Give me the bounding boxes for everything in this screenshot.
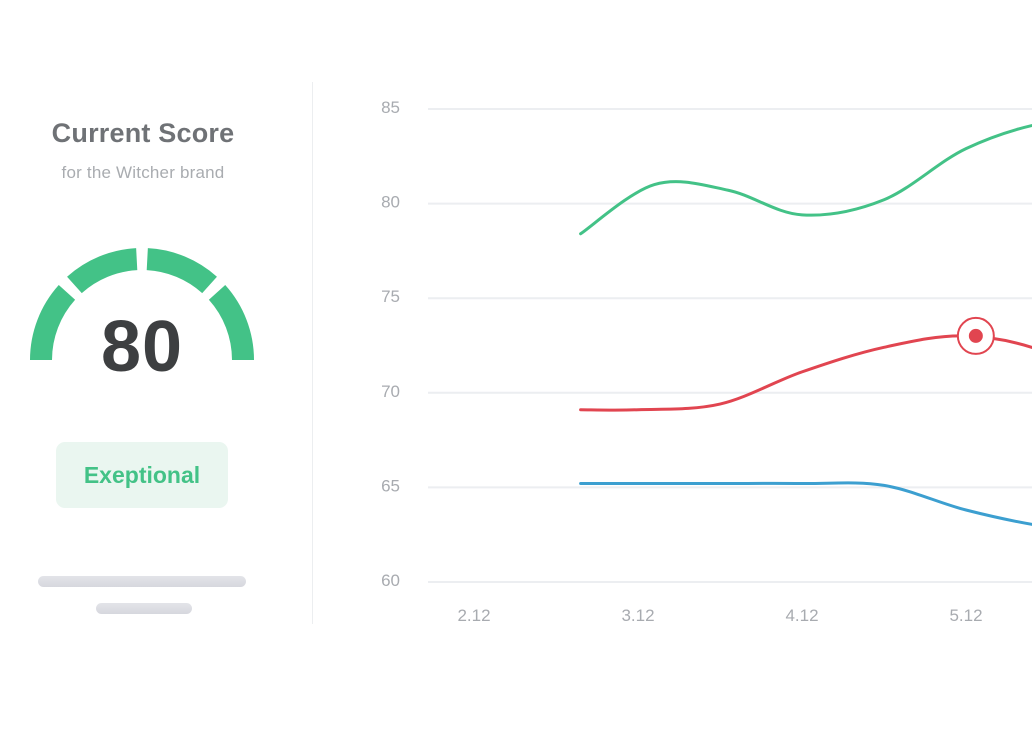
series-line-3 <box>579 481 1032 526</box>
rating-label: Exeptional <box>83 461 201 488</box>
y-tick-label: 60 <box>381 571 400 590</box>
score-panel: Current Score for the Witcher brand 80 E… <box>0 0 290 754</box>
series-line-2 <box>579 334 1032 412</box>
panel-divider <box>312 82 313 624</box>
gauge-segment <box>67 248 138 294</box>
series-lines <box>579 123 1032 526</box>
gauge-segment <box>30 285 76 361</box>
gauge-segment <box>146 248 217 294</box>
series-line-1 <box>579 123 1032 236</box>
x-tick-label: 3.12 <box>621 606 654 625</box>
score-value: 80 <box>100 307 184 387</box>
x-tick-label: 4.12 <box>785 606 818 625</box>
y-tick-label: 65 <box>381 476 400 495</box>
grid-lines <box>428 108 1032 583</box>
y-tick-label: 85 <box>381 98 400 117</box>
y-axis-ticks: 60 65 70 75 80 85 <box>381 98 400 590</box>
x-axis-ticks: 2.12 3.12 4.12 5.12 <box>457 606 982 625</box>
x-tick-label: 5.12 <box>949 606 982 625</box>
score-title: Current Score <box>51 118 235 148</box>
y-tick-label: 80 <box>381 193 400 212</box>
x-tick-label: 2.12 <box>457 606 490 625</box>
rating-badge: Exeptional <box>56 442 228 508</box>
score-gauge <box>30 248 254 361</box>
score-subtitle: for the Witcher brand <box>61 163 225 182</box>
placeholder-bar <box>38 576 246 587</box>
placeholder-bar <box>96 603 192 614</box>
y-tick-label: 70 <box>381 382 400 401</box>
highlight-marker <box>956 316 995 355</box>
gauge-segment <box>208 285 254 361</box>
highlight-point[interactable] <box>968 328 983 343</box>
y-tick-label: 75 <box>381 287 400 306</box>
